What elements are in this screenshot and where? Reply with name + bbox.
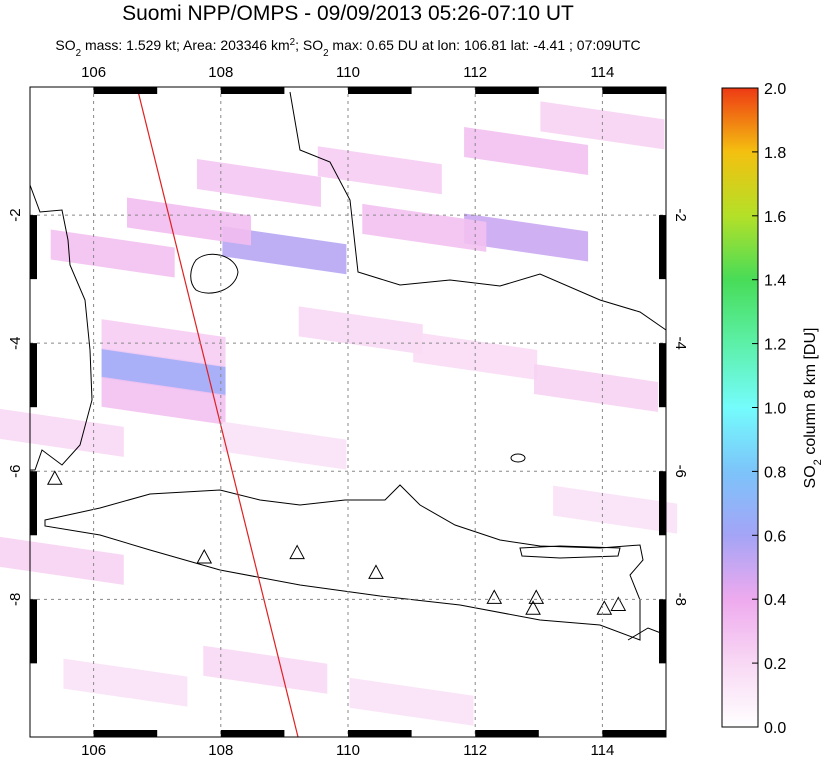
text-part: 2 bbox=[812, 459, 823, 465]
x-tick-label: 112 bbox=[463, 64, 487, 81]
frame-bar bbox=[602, 730, 666, 737]
colorbar-tick-label: 0.4 bbox=[764, 592, 786, 609]
colorbar-label: SO2 column 8 km [DU] bbox=[802, 328, 823, 489]
text-part: SO bbox=[55, 37, 75, 53]
frame-bar bbox=[659, 343, 666, 408]
frame-bar bbox=[93, 87, 158, 94]
frame-bar bbox=[348, 730, 412, 737]
so2-pixel bbox=[63, 658, 188, 707]
text-part: mass: 1.529 kt; Area: 203346 km bbox=[81, 37, 290, 53]
volcano bbox=[596, 600, 613, 615]
so2-pixel bbox=[127, 197, 251, 246]
y-tick-label: -2 bbox=[7, 208, 24, 221]
x-tick-label: 106 bbox=[81, 64, 106, 81]
so2-pixel bbox=[0, 536, 124, 585]
text-part: 2 bbox=[76, 48, 81, 59]
text-part: column 8 km [DU] bbox=[802, 328, 819, 460]
so2-pixel bbox=[553, 485, 678, 534]
colorbar-tick-label: 1.4 bbox=[764, 273, 786, 290]
x-tick-label: 114 bbox=[590, 64, 614, 81]
so2-pixel bbox=[349, 677, 474, 726]
so2-pixel bbox=[464, 213, 589, 262]
y-tick-label: -8 bbox=[7, 593, 24, 606]
text-part: ; SO bbox=[295, 37, 323, 53]
frame-bar bbox=[659, 471, 666, 536]
so2-pixel bbox=[0, 408, 124, 457]
x-tick-label: 110 bbox=[336, 64, 360, 81]
so2-pixel bbox=[317, 146, 442, 195]
so2-pixel bbox=[203, 645, 328, 694]
colorbar-tick-label: 1.8 bbox=[764, 145, 786, 162]
volcano bbox=[525, 600, 541, 615]
volcano bbox=[610, 596, 627, 611]
volcano bbox=[196, 548, 213, 564]
frame-bar bbox=[30, 471, 37, 536]
y-tick-label: -4 bbox=[672, 336, 689, 349]
so2-pixel bbox=[222, 421, 347, 470]
y-tick-label: -8 bbox=[672, 593, 689, 606]
volcano bbox=[46, 470, 63, 485]
colorbar-tick-label: 0.2 bbox=[764, 656, 786, 673]
x-tick-label: 108 bbox=[208, 64, 233, 81]
colorbar-tick-label: 1.6 bbox=[764, 209, 786, 226]
coastlines bbox=[29, 91, 667, 641]
frame-bar bbox=[220, 730, 285, 737]
frame-bar bbox=[348, 87, 412, 94]
frame-bar bbox=[475, 730, 539, 737]
frame-bar bbox=[602, 87, 666, 94]
x-tick-label: 110 bbox=[336, 742, 360, 759]
title: Suomi NPP/OMPS - 09/09/2013 05:26-07:10 … bbox=[122, 2, 574, 25]
frame-bar bbox=[30, 215, 37, 280]
text-part: 2 bbox=[323, 48, 328, 59]
volcano bbox=[289, 544, 305, 560]
so2-pixel bbox=[362, 203, 487, 252]
frame-bar bbox=[659, 215, 666, 280]
frame-bar bbox=[659, 599, 666, 664]
subtitle: SO2 mass: 1.529 kt; Area: 203346 km2; SO… bbox=[55, 37, 640, 59]
colorbar-tick-label: 1.0 bbox=[764, 401, 786, 418]
colorbar-tick-label: 1.2 bbox=[764, 337, 786, 354]
colorbar-tick-label: 2.0 bbox=[764, 81, 786, 98]
text-part: max: 0.65 DU at lon: 106.81 lat: -4.41 ;… bbox=[329, 37, 641, 53]
volcano bbox=[368, 564, 384, 579]
frame-bar bbox=[475, 87, 539, 94]
frame-bar bbox=[30, 343, 37, 408]
so2-pixel bbox=[534, 363, 659, 412]
x-tick-label: 108 bbox=[208, 742, 233, 759]
volcano bbox=[528, 589, 545, 604]
orbit-track bbox=[136, 86, 299, 738]
so2-pixel bbox=[464, 127, 589, 176]
so2-pixel bbox=[196, 159, 321, 208]
y-tick-label: -6 bbox=[672, 465, 689, 478]
so2-pixel bbox=[298, 306, 423, 355]
colorbar-tick-label: 0.8 bbox=[764, 464, 786, 481]
x-tick-label: 114 bbox=[590, 742, 614, 759]
x-tick-label: 106 bbox=[81, 742, 106, 759]
so2-pixel bbox=[222, 226, 347, 275]
y-tick-label: -6 bbox=[7, 465, 24, 478]
frame-bar bbox=[220, 87, 285, 94]
volcano bbox=[486, 589, 503, 604]
frame-bar bbox=[30, 599, 37, 664]
so2-pixel bbox=[101, 347, 226, 396]
text-part: 2 bbox=[290, 37, 295, 48]
x-tick-label: 112 bbox=[463, 742, 487, 759]
so2-pixel bbox=[50, 229, 175, 278]
y-tick-label: -2 bbox=[672, 208, 689, 221]
so2-pixel bbox=[540, 101, 665, 150]
so2-pixel bbox=[101, 376, 226, 425]
colorbar-tick-label: 0.6 bbox=[764, 528, 786, 545]
text-part: SO bbox=[802, 465, 819, 488]
y-tick-label: -4 bbox=[7, 336, 24, 349]
colorbar-tick-label: 0.0 bbox=[764, 720, 786, 737]
frame-bar bbox=[93, 730, 158, 737]
